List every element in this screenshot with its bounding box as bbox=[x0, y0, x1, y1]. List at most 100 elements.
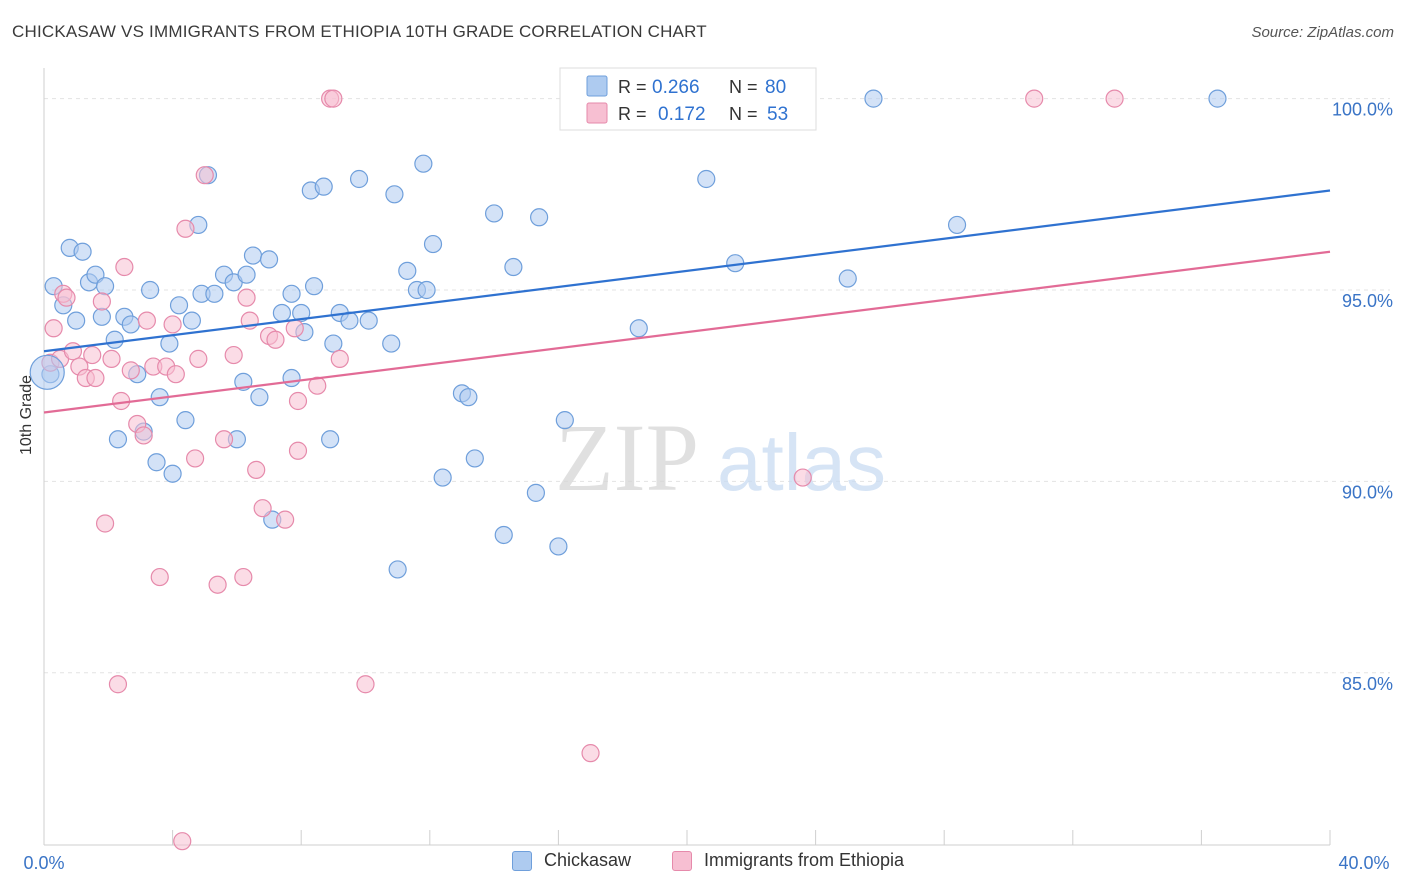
scatter-point bbox=[398, 261, 417, 280]
scatter-point bbox=[581, 744, 600, 763]
scatter-point bbox=[308, 376, 327, 395]
legend-item-chickasaw: Chickasaw bbox=[512, 850, 631, 871]
scatter-point bbox=[208, 575, 227, 594]
scatter-point bbox=[29, 354, 65, 390]
scatter-point bbox=[349, 169, 369, 189]
trend-line-chickasaw bbox=[43, 189, 1331, 353]
scatter-point bbox=[282, 284, 301, 303]
source-label: Source: ZipAtlas.com bbox=[1251, 24, 1394, 41]
scatter-point bbox=[292, 303, 311, 323]
scatter-point bbox=[83, 345, 102, 365]
scatter-point bbox=[530, 208, 549, 227]
scatter-point bbox=[173, 832, 192, 851]
series-ethiopia bbox=[41, 89, 1124, 851]
legend-swatch-ethiopia bbox=[586, 102, 608, 124]
chart-title: CHICKASAW VS IMMIGRANTS FROM ETHIOPIA 10… bbox=[12, 22, 707, 41]
scatter-point bbox=[382, 334, 401, 353]
scatter-point bbox=[105, 330, 124, 349]
scatter-point bbox=[121, 361, 140, 380]
legend-item-ethiopia: Immigrants from Ethiopia bbox=[672, 850, 904, 871]
scatter-point bbox=[150, 567, 169, 587]
scatter-point bbox=[314, 177, 333, 196]
scatter-point bbox=[121, 315, 140, 334]
scatter-point bbox=[417, 280, 436, 300]
scatter-point bbox=[282, 368, 301, 388]
scatter-point bbox=[102, 349, 121, 368]
scatter-point bbox=[549, 537, 568, 556]
scatter-point bbox=[163, 464, 182, 483]
scatter-point bbox=[321, 430, 340, 449]
scatter-point bbox=[324, 89, 343, 108]
legend-swatch bbox=[512, 850, 532, 871]
scatter-point bbox=[288, 441, 308, 460]
scatter-point bbox=[108, 430, 128, 449]
scatter-point bbox=[793, 468, 812, 487]
scatter-point bbox=[205, 284, 224, 303]
scatter-point bbox=[214, 430, 234, 449]
legend-n-value-1: 80 bbox=[765, 77, 786, 98]
scatter-point bbox=[86, 368, 105, 388]
scatter-point bbox=[147, 453, 166, 472]
y-tick-label: 100.0% bbox=[1332, 100, 1393, 120]
scatter-point bbox=[176, 219, 195, 238]
scatter-point bbox=[108, 675, 128, 694]
scatter-point bbox=[224, 345, 243, 365]
y-tick-label: 90.0% bbox=[1342, 482, 1393, 502]
trend-lines bbox=[43, 189, 1331, 414]
scatter-point bbox=[697, 169, 716, 189]
scatter-point bbox=[494, 525, 513, 545]
scatter-point bbox=[115, 257, 134, 277]
scatter-point bbox=[465, 449, 484, 468]
scatter-point bbox=[356, 675, 375, 694]
scatter-point bbox=[169, 296, 189, 315]
scatter-point bbox=[526, 483, 545, 502]
scatter-point bbox=[1025, 89, 1044, 108]
legend-swatch-chickasaw bbox=[586, 75, 608, 97]
scatter-point bbox=[324, 334, 343, 353]
scatter-point bbox=[838, 269, 857, 288]
scatter-point bbox=[237, 265, 256, 284]
scatter-point bbox=[243, 246, 263, 265]
scatter-point bbox=[285, 319, 304, 338]
scatter-point bbox=[134, 426, 153, 445]
scatter-point bbox=[433, 468, 452, 487]
y-tick-label: 95.0% bbox=[1342, 291, 1393, 311]
scatter-point bbox=[92, 292, 111, 311]
legend-box: R = 0.266 N = 80 R = 0.172 N = 53 bbox=[559, 67, 817, 131]
scatter-point bbox=[186, 449, 205, 468]
watermark-zip: ZIP bbox=[555, 404, 699, 511]
scatter-point bbox=[234, 567, 253, 587]
scatter-point bbox=[160, 334, 179, 353]
scatter-point bbox=[414, 154, 433, 173]
legend-r-value-2: 0.172 bbox=[658, 104, 706, 125]
scatter-point bbox=[95, 514, 115, 533]
scatter-point bbox=[266, 330, 285, 349]
scatter-point bbox=[176, 411, 195, 430]
legend-r-label-2: R = bbox=[618, 104, 647, 124]
scatter-point bbox=[385, 185, 404, 204]
scatter-point bbox=[423, 234, 443, 254]
scatter-point bbox=[272, 303, 292, 323]
scatter-point bbox=[163, 315, 182, 334]
scatter-point bbox=[304, 277, 324, 296]
scatter-point bbox=[195, 166, 214, 185]
scatter-point bbox=[1208, 89, 1227, 108]
x-tick-label-max: 40.0% bbox=[1338, 853, 1389, 873]
x-tick-label-min: 0.0% bbox=[23, 853, 64, 873]
legend-n-label-1: N = bbox=[729, 77, 758, 97]
legend-n-value-2: 53 bbox=[767, 104, 788, 125]
scatter-point bbox=[44, 319, 63, 338]
legend-swatch bbox=[672, 850, 692, 871]
scatter-point bbox=[63, 342, 83, 361]
legend-label: Chickasaw bbox=[544, 850, 632, 870]
scatter-point bbox=[182, 311, 201, 330]
watermark-atlas: atlas bbox=[717, 418, 886, 507]
trend-line-ethiopia bbox=[43, 250, 1331, 414]
scatter-point bbox=[253, 499, 272, 518]
scatter-point bbox=[359, 311, 378, 330]
y-tick-labels: 100.0% 95.0% 90.0% 85.0% bbox=[1332, 100, 1393, 694]
y-tick-label: 85.0% bbox=[1342, 674, 1393, 694]
scatter-point bbox=[92, 307, 111, 326]
legend-r-value-1: 0.266 bbox=[652, 77, 700, 98]
